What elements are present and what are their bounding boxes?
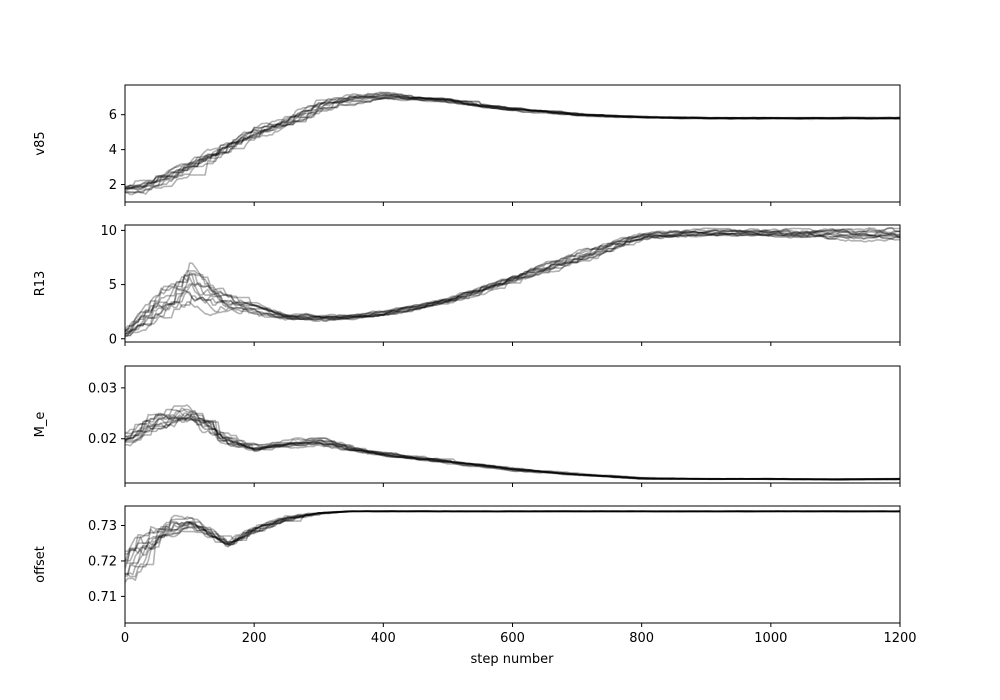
walker-line xyxy=(125,409,900,481)
x-tick-label: 1200 xyxy=(883,631,916,646)
x-tick-label: 400 xyxy=(371,631,396,646)
walker-line xyxy=(125,510,900,576)
walker-line xyxy=(125,417,900,481)
walker-line xyxy=(125,510,900,583)
walker-line xyxy=(125,510,900,564)
walker-line xyxy=(125,91,900,188)
walker-traces xyxy=(125,91,900,196)
walker-line xyxy=(125,407,900,480)
walker-line xyxy=(125,93,900,188)
x-tick-label: 0 xyxy=(121,631,129,646)
y-tick-label: 0.03 xyxy=(88,381,117,396)
walker-line xyxy=(125,510,900,562)
walker-traces xyxy=(125,510,900,583)
y-axis-label: M_e xyxy=(33,412,48,438)
walker-line xyxy=(125,96,900,192)
walker-line xyxy=(125,91,900,189)
walker-line xyxy=(125,97,900,194)
panels: 2 4 6 v85 0 5 10 R13 0.02 0.03 M_e 0.71 0.72 0.73 offs… xyxy=(33,84,917,646)
walker-line xyxy=(125,510,900,578)
walker-line xyxy=(125,510,900,562)
walker-line xyxy=(125,227,900,331)
y-tick-label: 10 xyxy=(100,224,117,239)
x-axis-label: step number xyxy=(471,652,555,667)
walker-line xyxy=(125,232,900,338)
walker-line xyxy=(125,417,900,481)
x-tick-label: 600 xyxy=(500,631,525,646)
walker-line xyxy=(125,96,900,195)
walker-line xyxy=(125,404,900,480)
x-tick-label: 800 xyxy=(629,631,654,646)
walker-line xyxy=(125,415,900,481)
walker-line xyxy=(125,229,900,335)
walker-line xyxy=(125,94,900,191)
panel-offset: 0.71 0.72 0.73 offset 0 200 400 600 800 1000 1200 xyxy=(33,505,917,646)
panel-r13: 0 5 10 R13 xyxy=(33,224,901,347)
x-tick-label: 1000 xyxy=(754,631,787,646)
walker-line xyxy=(125,510,900,569)
y-axis-label: v85 xyxy=(33,131,48,155)
walker-line xyxy=(125,95,900,190)
walker-line xyxy=(125,232,900,337)
walker-line xyxy=(125,93,900,189)
walker-line xyxy=(125,416,900,481)
walker-line xyxy=(125,94,900,191)
walker-line xyxy=(125,231,900,336)
walker-line xyxy=(125,410,900,481)
y-tick-label: 0.73 xyxy=(88,519,117,534)
walker-line xyxy=(125,95,900,190)
walker-line xyxy=(125,232,900,335)
y-tick-label: 0 xyxy=(109,332,117,347)
walker-line xyxy=(125,229,900,332)
y-tick-label: 5 xyxy=(109,278,117,293)
walker-line xyxy=(125,227,900,332)
y-tick-label: 0.71 xyxy=(88,590,117,605)
y-tick-label: 0.72 xyxy=(88,554,117,569)
walker-line xyxy=(125,510,900,561)
walker-line xyxy=(125,227,900,333)
panel-v85: 2 4 6 v85 xyxy=(33,84,901,206)
walker-line xyxy=(125,510,900,555)
walker-line xyxy=(125,510,900,576)
walker-line xyxy=(125,97,900,196)
y-tick-label: 4 xyxy=(109,143,117,158)
y-tick-label: 0.02 xyxy=(88,432,117,447)
walker-line xyxy=(125,231,900,337)
walker-traces xyxy=(125,227,900,338)
y-tick-label: 6 xyxy=(109,108,117,123)
walker-line xyxy=(125,227,900,331)
y-axis-label: offset xyxy=(33,546,48,583)
walker-line xyxy=(125,412,900,481)
walker-line xyxy=(125,232,900,335)
y-axis-label: R13 xyxy=(33,271,48,297)
walker-traces xyxy=(125,404,900,481)
walker-line xyxy=(125,417,900,481)
walker-line xyxy=(125,412,900,481)
x-tick-label: 200 xyxy=(242,631,267,646)
walker-line xyxy=(125,510,900,577)
y-tick-label: 2 xyxy=(109,178,117,193)
walker-line xyxy=(125,412,900,481)
panel-m-e: 0.02 0.03 M_e xyxy=(33,365,901,487)
walker-line xyxy=(125,510,900,553)
